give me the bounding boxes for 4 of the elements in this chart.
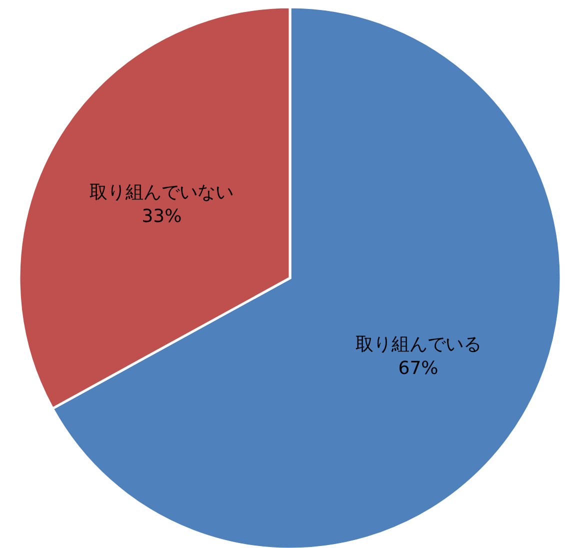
data-label: 67% <box>398 358 438 379</box>
data-label: 33% <box>142 206 182 228</box>
slice-label: 取り組んでいない <box>90 182 234 204</box>
slice-label: 取り組んでいる <box>355 334 482 355</box>
